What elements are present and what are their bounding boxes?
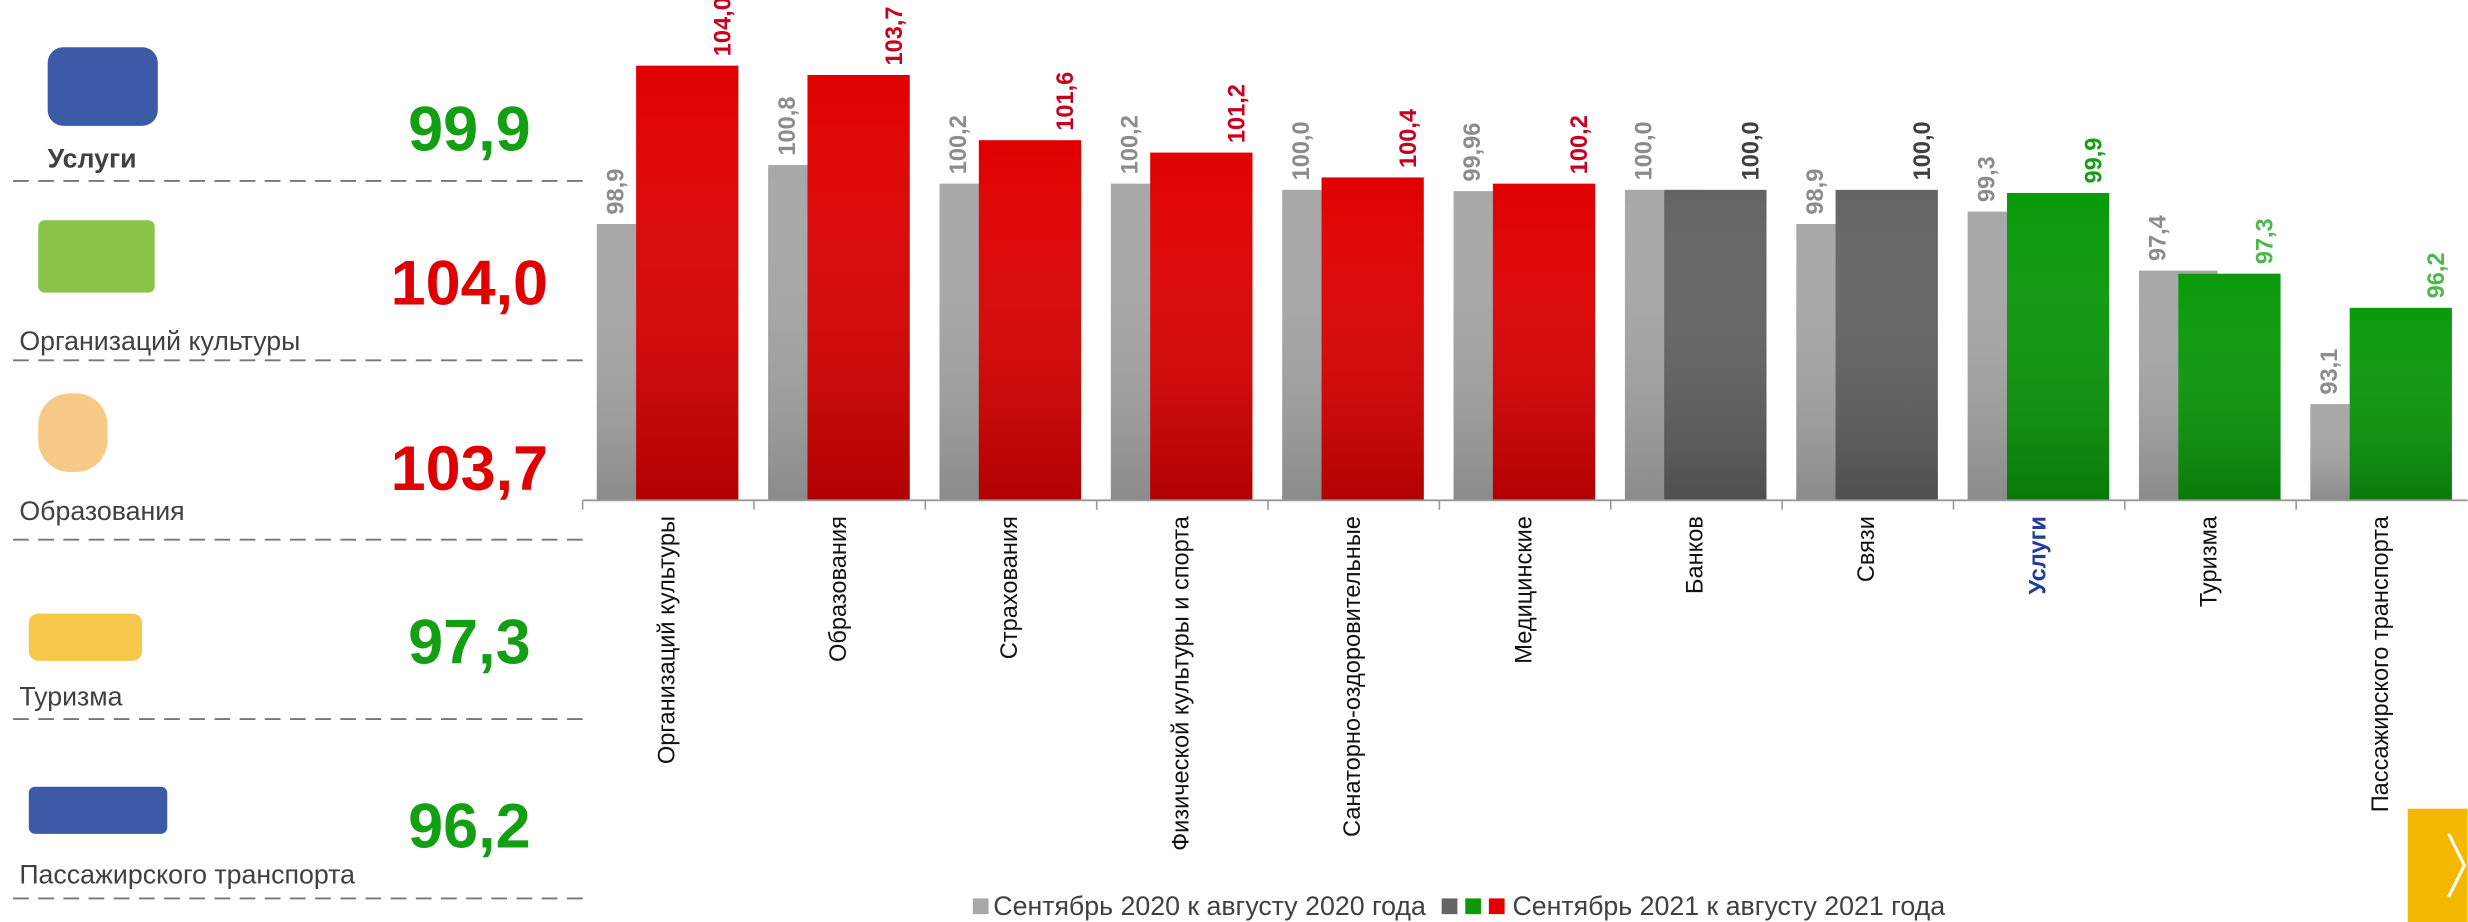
item-value: 103,7 <box>391 434 548 504</box>
next-arrow[interactable] <box>2447 833 2467 898</box>
item-label: Туризма <box>19 682 122 712</box>
item-value: 97,3 <box>408 607 530 677</box>
legend-label: Сентябрь 2021 к августу 2021 года <box>1512 891 1945 921</box>
legend-swatch <box>1465 898 1481 915</box>
value-label: 99,3 <box>1974 156 2000 202</box>
bar-2021-shade <box>1492 183 1596 501</box>
ticket-icon <box>38 220 155 293</box>
item-value: 96,2 <box>408 791 530 861</box>
bar-2021-shade <box>978 140 1082 501</box>
next-button-bg[interactable] <box>2407 808 2468 922</box>
bar-2021-shade <box>1664 189 1767 501</box>
category-label: Страхования <box>997 516 1023 659</box>
value-label: 97,3 <box>2253 218 2279 264</box>
value-label: 101,2 <box>1225 84 1251 143</box>
value-label: 104,0 <box>710 0 736 56</box>
bar-2021-shade <box>1835 189 1938 501</box>
value-label: 100,2 <box>1118 115 1144 174</box>
value-label: 99,96 <box>1460 123 1486 182</box>
value-label: 101,6 <box>1053 72 1079 131</box>
value-label: 100,0 <box>1632 121 1658 180</box>
bar-2021-shade <box>636 65 739 501</box>
bar-2021-shade <box>1321 177 1424 501</box>
category-label: Медицинские <box>1511 516 1537 664</box>
category-label: Связи <box>1854 516 1880 582</box>
icons <box>28 47 168 834</box>
category-label: Банков <box>1683 516 1709 594</box>
value-label: 99,9 <box>2081 138 2107 184</box>
item-value: 99,9 <box>408 94 530 164</box>
services-icon <box>47 47 158 126</box>
value-label: 100,0 <box>1739 121 1765 180</box>
item-label: Услуги <box>48 144 137 174</box>
bar-2021-shade <box>807 74 910 501</box>
legend-swatch <box>972 898 989 915</box>
value-label: 100,8 <box>775 97 801 156</box>
bar-2021-shade <box>1150 152 1253 501</box>
category-label: Физической культуры и спорта <box>1169 515 1195 851</box>
category-label: Пассажирского транспорта <box>2368 515 2394 812</box>
bar-2021-shade <box>2178 273 2281 501</box>
bar-2021-shade <box>2349 307 2452 501</box>
value-label: 98,9 <box>603 169 629 215</box>
bar-2021-shade <box>2006 192 2110 501</box>
value-label: 100,0 <box>1289 121 1315 180</box>
category-label: Образования <box>826 516 852 662</box>
category-label: Услуги <box>2025 516 2051 594</box>
item-label: Образования <box>19 496 184 526</box>
side-panel: Услуги 99,9 Организаций культуры 104,0 Образ… <box>13 94 586 900</box>
value-label: 100,0 <box>1910 121 1936 180</box>
category-label: Организаций культуры <box>655 516 681 764</box>
item-label: Пассажирского транспорта <box>19 859 355 889</box>
transport-icon <box>28 786 168 834</box>
value-label: 93,1 <box>2317 349 2343 395</box>
value-label: 96,2 <box>2424 252 2450 298</box>
value-label: 103,7 <box>882 6 908 65</box>
bus-icon <box>28 613 143 661</box>
value-label: 100,2 <box>1567 115 1593 174</box>
legend-swatch <box>1441 898 1458 915</box>
category-label: Туризма <box>2197 515 2223 607</box>
chart: 98,9 104,0 Организаций культуры 100,8 103,7 О… <box>581 0 2468 921</box>
value-label: 98,9 <box>1803 169 1829 215</box>
legend-label: Сентябрь 2020 к августу 2020 года <box>993 891 1426 921</box>
legend-swatch <box>1488 898 1505 915</box>
value-label: 100,4 <box>1396 109 1422 168</box>
value-label: 97,4 <box>2146 215 2172 261</box>
item-value: 104,0 <box>391 249 548 319</box>
value-label: 100,2 <box>946 115 972 174</box>
next-button[interactable] <box>2407 808 2468 922</box>
item-label: Организаций культуры <box>19 326 300 356</box>
student-icon <box>38 393 108 473</box>
category-label: Санаторно-оздоровительные <box>1340 516 1366 837</box>
